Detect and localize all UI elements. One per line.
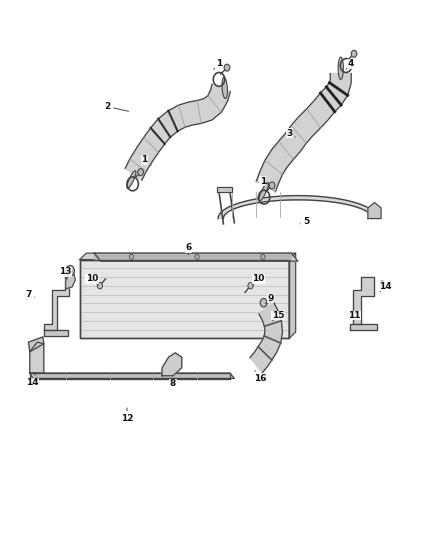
Text: 1: 1 [260,177,269,187]
Text: 12: 12 [121,408,133,423]
Text: 11: 11 [349,311,361,320]
Circle shape [260,298,267,307]
Polygon shape [66,273,75,289]
Bar [80,260,289,338]
Circle shape [351,50,357,57]
Text: 13: 13 [59,268,71,278]
Text: 4: 4 [346,60,353,69]
Text: 6: 6 [185,244,191,255]
Polygon shape [44,330,68,336]
Polygon shape [256,74,351,192]
Polygon shape [44,277,69,330]
Polygon shape [353,277,374,324]
Polygon shape [94,253,298,261]
Text: 7: 7 [25,290,35,298]
Text: 14: 14 [26,373,38,387]
Circle shape [269,182,275,189]
Circle shape [224,64,230,71]
Circle shape [380,281,384,286]
Circle shape [66,265,74,276]
Text: 10: 10 [252,274,265,285]
Polygon shape [368,203,381,219]
Text: 8: 8 [170,376,176,388]
Polygon shape [30,373,234,378]
Text: 1: 1 [141,156,151,165]
Circle shape [248,282,253,289]
Polygon shape [28,337,44,352]
Text: 16: 16 [254,370,267,383]
Polygon shape [162,353,182,376]
Polygon shape [80,253,296,260]
Text: 10: 10 [86,274,99,285]
Polygon shape [217,187,232,192]
Polygon shape [30,342,44,373]
Text: 15: 15 [272,311,284,321]
Polygon shape [289,253,296,338]
Ellipse shape [127,171,136,189]
Circle shape [97,282,102,289]
Ellipse shape [338,57,343,79]
Circle shape [129,254,134,260]
Text: 9: 9 [265,294,274,304]
Text: 3: 3 [286,129,296,138]
Ellipse shape [259,182,268,201]
Polygon shape [218,196,378,219]
Text: 14: 14 [379,282,392,292]
Polygon shape [94,253,291,260]
Text: 5: 5 [300,217,310,225]
Ellipse shape [222,77,227,99]
Text: 2: 2 [104,102,129,111]
Text: 1: 1 [214,60,222,69]
Polygon shape [350,324,377,330]
Polygon shape [125,84,230,180]
Circle shape [195,254,199,260]
Bar [80,260,289,338]
Circle shape [138,168,144,175]
Circle shape [261,254,265,260]
Polygon shape [250,302,283,373]
Polygon shape [30,373,230,379]
